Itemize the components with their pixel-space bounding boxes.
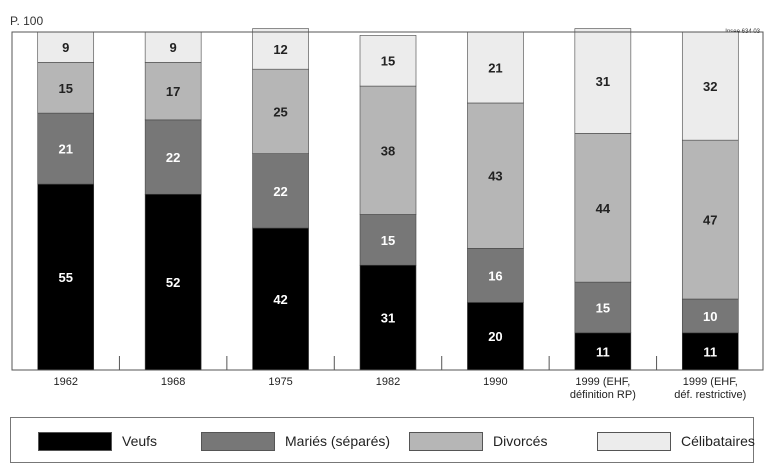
data-label-veufs-6: 11 (596, 344, 610, 359)
data-label-celibataires-1: 9 (62, 40, 69, 55)
bar-divorces-6 (574, 133, 632, 283)
bar-celibataires-7 (681, 31, 739, 141)
bar-celibataires-5 (467, 31, 524, 104)
data-label-celibataires-3: 12 (273, 42, 287, 57)
y-axis-label: P. 100 (10, 14, 43, 28)
bar-maries-separes-3 (252, 153, 309, 229)
bar-maries-separes-5 (467, 248, 524, 303)
x-tick-label-5: 1990 (483, 376, 507, 388)
bar-veufs-7 (681, 332, 739, 371)
data-label-maries-separes-7: 10 (703, 309, 717, 324)
legend-label-veufs: Veufs (122, 433, 158, 449)
data-label-maries-separes-3: 22 (273, 184, 287, 199)
legend-swatch-veufs (38, 431, 112, 451)
data-label-divorces-2: 17 (166, 84, 180, 99)
bar-maries-separes-4 (359, 214, 417, 266)
chart: P. 100 Insee 634 03 55211591962522217919… (10, 14, 764, 401)
legend-item-maries-separes: Mariés (séparés) (201, 431, 390, 451)
bar-divorces-4 (359, 85, 417, 215)
data-label-veufs-1: 55 (58, 270, 72, 285)
data-label-divorces-3: 25 (273, 104, 287, 119)
data-label-divorces-5: 43 (488, 169, 502, 184)
data-label-divorces-7: 47 (703, 213, 717, 228)
x-tick-label-2: 1968 (161, 376, 185, 388)
data-label-veufs-5: 20 (488, 329, 502, 344)
bar-veufs-5 (467, 302, 524, 371)
data-label-maries-separes-1: 21 (58, 142, 72, 157)
data-label-divorces-6: 44 (596, 201, 611, 216)
legend-swatch-celibataires (597, 431, 671, 451)
data-label-veufs-7: 11 (703, 344, 717, 359)
bar-divorces-7 (681, 139, 739, 300)
x-tick-label-6-line-1: 1999 (EHF, (575, 376, 630, 388)
x-tick-label-4: 1982 (376, 376, 400, 388)
data-label-veufs-2: 52 (166, 275, 180, 290)
legend-label-maries-separes: Mariés (séparés) (285, 433, 391, 449)
data-label-veufs-4: 31 (381, 311, 395, 326)
bar-divorces-2 (144, 62, 202, 121)
data-label-celibataires-6: 31 (596, 74, 610, 89)
legend-swatch-divorces (409, 431, 483, 451)
bar-celibataires-6 (574, 28, 632, 134)
bar-veufs-1 (37, 183, 95, 371)
x-tick-label-6-line-2: définition RP) (570, 389, 636, 401)
legend-item-divorces: Divorcés (409, 431, 547, 451)
legend-label-celibataires: Célibataires (681, 433, 755, 449)
data-label-maries-separes-4: 15 (381, 233, 395, 248)
legend-label-divorces: Divorcés (493, 433, 548, 449)
data-label-divorces-1: 15 (58, 81, 72, 96)
x-tick-label-3: 1975 (268, 376, 292, 388)
legend: Veufs Mariés (séparés) Divorcés Célibata… (10, 417, 755, 463)
data-label-maries-separes-2: 22 (166, 150, 180, 165)
x-tick-label-7-line-2: déf. restrictive) (674, 389, 746, 401)
bar-veufs-4 (359, 264, 417, 371)
bar-maries-separes-1 (37, 112, 95, 185)
bar-divorces-1 (37, 62, 95, 114)
plot-frame (11, 31, 764, 371)
bar-maries-separes-2 (144, 119, 202, 195)
bar-divorces-3 (252, 68, 309, 154)
x-tick-label-7-line-1: 1999 (EHF, (683, 376, 738, 388)
data-label-veufs-3: 42 (273, 292, 287, 307)
plot-area: 55 21 15 9 1962 52 22 17 9 1968 42 22 25 12 1975 31 15 38… (11, 28, 764, 401)
bar-celibataires-4 (359, 35, 417, 87)
bar-celibataires-2 (144, 31, 202, 63)
data-label-celibataires-4: 15 (381, 54, 395, 69)
bar-celibataires-3 (252, 28, 309, 70)
legend-swatch-maries-separes (201, 431, 275, 451)
x-tick-label-1: 1962 (53, 376, 77, 388)
bar-veufs-6 (574, 332, 632, 371)
bar-veufs-3 (252, 227, 309, 371)
bar-celibataires-1 (37, 31, 95, 63)
data-label-celibataires-7: 32 (703, 79, 717, 94)
data-label-maries-separes-5: 16 (488, 268, 502, 283)
bar-maries-separes-6 (574, 281, 632, 334)
legend-item-veufs: Veufs (38, 431, 157, 451)
legend-item-celibataires: Célibataires (597, 431, 755, 451)
bar-divorces-5 (467, 102, 524, 249)
data-label-celibataires-5: 21 (488, 60, 502, 75)
bar-maries-separes-7 (681, 298, 739, 334)
data-label-divorces-4: 38 (381, 143, 395, 158)
data-label-celibataires-2: 9 (170, 40, 177, 55)
data-label-maries-separes-6: 15 (596, 300, 610, 315)
